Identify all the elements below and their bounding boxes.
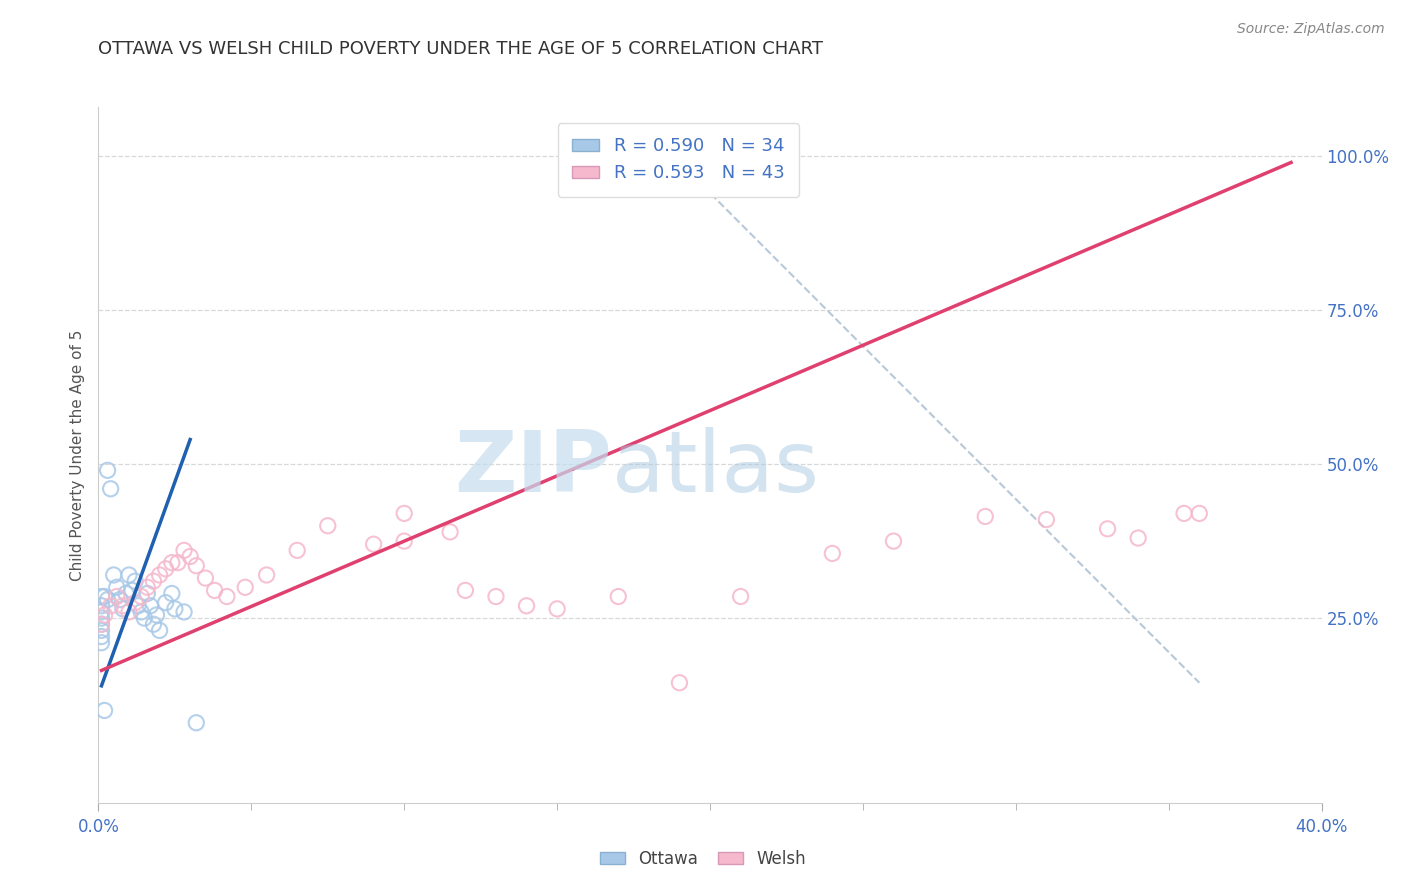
Point: [90, 611, 112, 625]
Point: [124, 596, 146, 610]
Point: [215, 590, 238, 604]
Point: [516, 599, 538, 613]
Point: [139, 599, 162, 613]
Point: [118, 605, 141, 619]
Point: [149, 624, 172, 638]
Point: [439, 524, 461, 539]
Point: [90, 617, 112, 632]
Point: [142, 617, 165, 632]
Point: [155, 596, 177, 610]
Point: [93, 590, 115, 604]
Point: [90, 599, 112, 613]
Point: [821, 546, 844, 560]
Point: [167, 556, 190, 570]
Point: [204, 583, 226, 598]
Point: [97, 463, 120, 477]
Y-axis label: Child Poverty Under the Age of 5: Child Poverty Under the Age of 5: [69, 329, 84, 581]
Point: [121, 583, 143, 598]
Point: [105, 580, 128, 594]
Text: atlas: atlas: [612, 427, 820, 510]
Point: [90, 617, 112, 632]
Point: [546, 602, 568, 616]
Point: [90, 636, 112, 650]
Point: [111, 599, 134, 613]
Point: [124, 574, 146, 589]
Point: [111, 602, 134, 616]
Point: [1097, 522, 1119, 536]
Point: [145, 607, 167, 622]
Point: [129, 605, 152, 619]
Point: [115, 586, 138, 600]
Point: [163, 602, 186, 616]
Point: [233, 580, 256, 594]
Point: [134, 611, 156, 625]
Point: [103, 568, 125, 582]
Point: [179, 549, 201, 564]
Point: [142, 574, 165, 589]
Point: [118, 568, 141, 582]
Point: [1128, 531, 1150, 545]
Point: [186, 558, 208, 573]
Point: [363, 537, 385, 551]
Point: [155, 562, 177, 576]
Point: [454, 583, 477, 598]
Point: [256, 568, 278, 582]
Point: [173, 605, 195, 619]
Point: [100, 482, 122, 496]
Point: [194, 571, 217, 585]
Point: [90, 624, 112, 638]
Point: [285, 543, 308, 558]
Point: [93, 703, 115, 717]
Point: [127, 599, 149, 613]
Text: Source: ZipAtlas.com: Source: ZipAtlas.com: [1237, 22, 1385, 37]
Point: [730, 590, 752, 604]
Text: ZIP: ZIP: [454, 427, 612, 510]
Point: [108, 592, 131, 607]
Point: [129, 590, 152, 604]
Point: [160, 556, 183, 570]
Point: [105, 590, 128, 604]
Point: [90, 605, 112, 619]
Point: [883, 534, 905, 549]
Point: [1188, 507, 1211, 521]
Point: [160, 586, 183, 600]
Point: [392, 507, 416, 521]
Point: [90, 590, 112, 604]
Point: [93, 607, 115, 622]
Legend: R = 0.590   N = 34, R = 0.593   N = 43: R = 0.590 N = 34, R = 0.593 N = 43: [558, 123, 799, 197]
Point: [90, 630, 112, 644]
Point: [1173, 507, 1195, 521]
Point: [149, 568, 172, 582]
Point: [485, 590, 508, 604]
Point: [100, 599, 122, 613]
Point: [173, 543, 195, 558]
Point: [136, 580, 159, 594]
Point: [97, 592, 120, 607]
Point: [186, 715, 208, 730]
Point: [316, 518, 339, 533]
Legend: Ottawa, Welsh: Ottawa, Welsh: [593, 844, 813, 875]
Point: [1035, 512, 1057, 526]
Point: [136, 586, 159, 600]
Point: [392, 534, 416, 549]
Text: OTTAWA VS WELSH CHILD POVERTY UNDER THE AGE OF 5 CORRELATION CHART: OTTAWA VS WELSH CHILD POVERTY UNDER THE …: [98, 40, 824, 58]
Point: [668, 675, 690, 690]
Point: [607, 590, 630, 604]
Point: [974, 509, 997, 524]
